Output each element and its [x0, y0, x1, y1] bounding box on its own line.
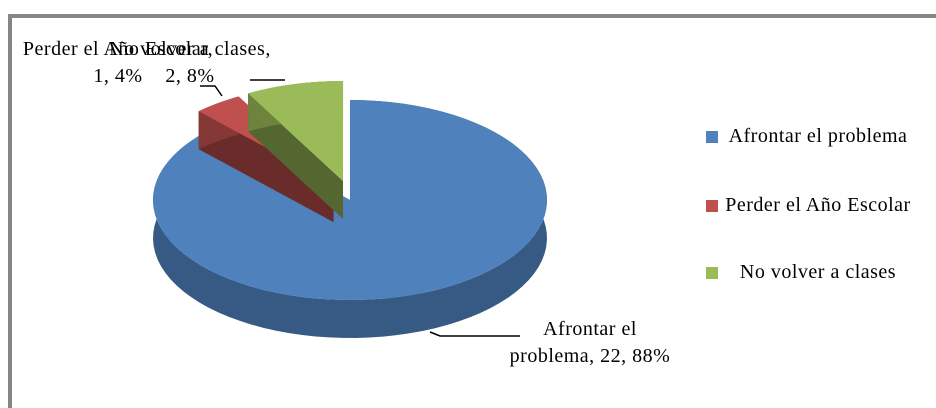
data-label-box: Perder el Año Escolar, 1, 4% — [22, 38, 214, 87]
slice-top — [248, 81, 344, 182]
legend-label: No volver a clases — [739, 261, 897, 283]
legend-swatch — [706, 131, 718, 143]
slice-wall — [198, 111, 334, 223]
legend-label-box: Perder el Año Escolar — [725, 194, 911, 216]
data-label: No volver a clases, 2, 8% — [109, 38, 271, 87]
leader-line — [200, 85, 223, 97]
data-label: Afrontar el problema, 22, 88% — [509, 318, 671, 367]
leader-line — [429, 331, 520, 337]
legend-label: Afrontar el problema — [728, 125, 908, 147]
data-label-box: Afrontar el problema, 22, 88% — [509, 318, 671, 367]
pie-slice — [248, 81, 344, 220]
legend-label-box: No volver a clases — [739, 261, 897, 283]
legend-label-box: Afrontar el problema — [728, 125, 908, 147]
legend-swatch — [706, 267, 718, 279]
data-label: Perder el Año Escolar, 1, 4% — [22, 38, 214, 87]
data-label-box: No volver a clases, 2, 8% — [109, 38, 271, 87]
legend-swatch — [706, 200, 718, 212]
legend-label: Perder el Año Escolar — [725, 194, 911, 216]
